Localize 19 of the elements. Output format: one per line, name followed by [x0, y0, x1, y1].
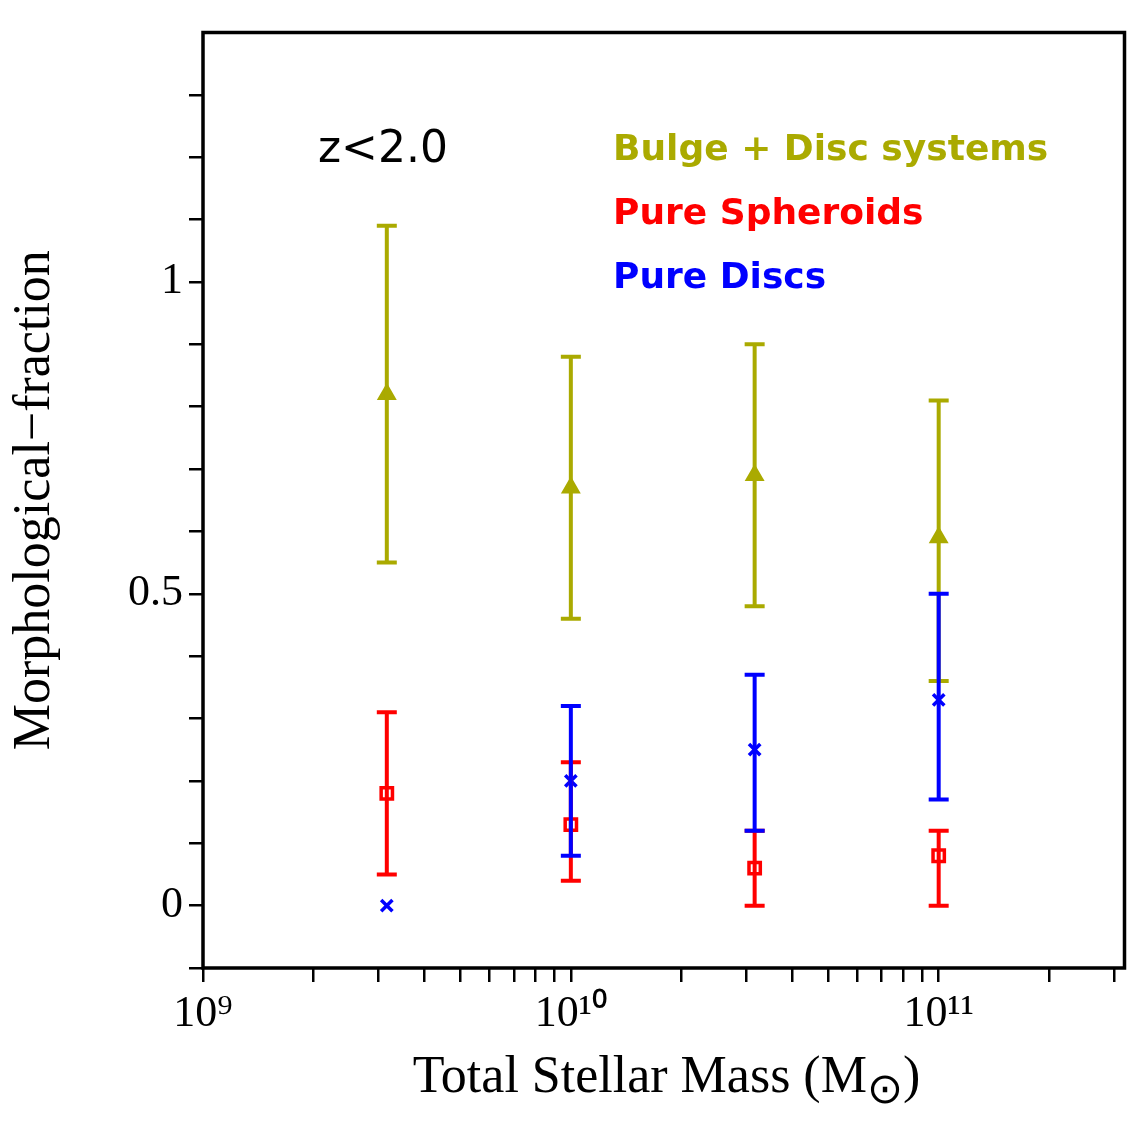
x-axis-title: Total Stellar Mass (M$_{⊙}$) — [411, 1045, 922, 1114]
point — [379, 898, 395, 914]
x-tick-label: 10¹⁰ — [534, 986, 607, 1036]
text: Bulge + Disc systems — [613, 126, 1049, 168]
annotation: z<2.0 — [318, 120, 448, 172]
y-tick-label: 0 — [161, 878, 183, 928]
x-tick-label: 10¹¹ — [903, 986, 974, 1036]
y-tick-label: 1 — [161, 254, 183, 304]
point — [747, 860, 763, 876]
y-axis-title: Morphological−fraction — [2, 250, 60, 751]
point — [563, 773, 579, 789]
y-tick-label: 0.5 — [128, 566, 183, 616]
point — [747, 742, 763, 758]
x-tick-label: 10⁹ — [173, 986, 233, 1036]
point — [931, 848, 947, 864]
point — [931, 692, 947, 708]
text: Pure Discs — [613, 254, 827, 296]
text: Pure Spheroids — [613, 190, 924, 232]
point — [379, 785, 395, 801]
